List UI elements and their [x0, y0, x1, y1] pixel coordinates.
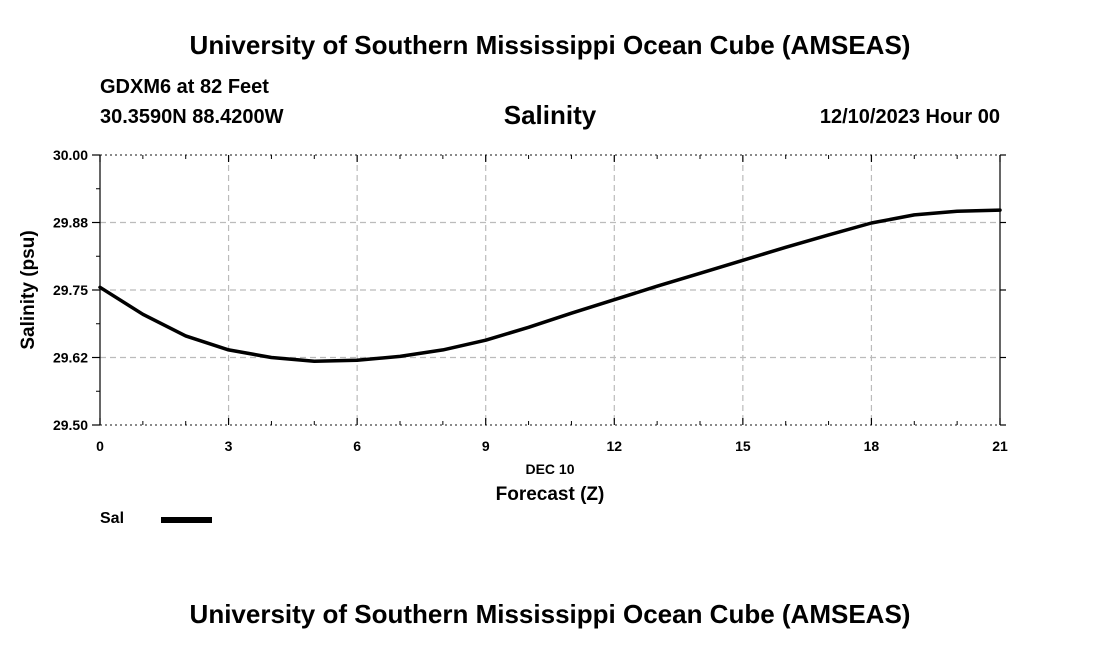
x-tick-label: 21 — [992, 438, 1008, 454]
label-layer: 0 3 6 9 12 15 18 21 29.50 29.62 29.75 29.88 30.00 DEC… — [18, 147, 1008, 505]
chart-title-bottom: University of Southern Mississippi Ocean… — [189, 599, 911, 629]
legend-label: Sal — [100, 510, 125, 527]
chart-title-top: University of Southern Mississippi Ocean… — [189, 30, 911, 60]
x-tick-label: 18 — [864, 438, 880, 454]
station-label: GDXM6 at 82 Feet — [100, 76, 269, 98]
y-tick-label: 29.50 — [53, 417, 88, 433]
y-tick-label: 29.75 — [53, 282, 88, 298]
x-tick-label: 0 — [96, 438, 104, 454]
series-line-sal — [98, 208, 1002, 364]
parameter-title: Salinity — [503, 100, 597, 130]
y-tick-label: 29.62 — [53, 350, 88, 366]
x-tick-label: 3 — [225, 438, 233, 454]
x-tick-label: 15 — [735, 438, 751, 454]
x-tick-label: 6 — [353, 438, 361, 454]
grid-layer — [100, 154, 1000, 426]
legend-swatch — [161, 517, 212, 523]
y-tick-label: 30.00 — [53, 147, 88, 163]
series-layer — [98, 208, 1002, 364]
y-axis-title: Salinity (psu) — [18, 230, 39, 349]
forecast-datetime: 12/10/2023 Hour 00 — [819, 106, 1000, 128]
axis-layer — [92, 154, 1006, 426]
x-axis-title: Forecast (Z) — [496, 484, 605, 505]
x-tick-label: 9 — [482, 438, 490, 454]
y-tick-label: 29.88 — [53, 215, 88, 231]
x-axis-date-label: DEC 10 — [525, 461, 574, 477]
coordinates-label: 30.3590N 88.4200W — [100, 106, 284, 128]
x-tick-label: 12 — [606, 438, 622, 454]
